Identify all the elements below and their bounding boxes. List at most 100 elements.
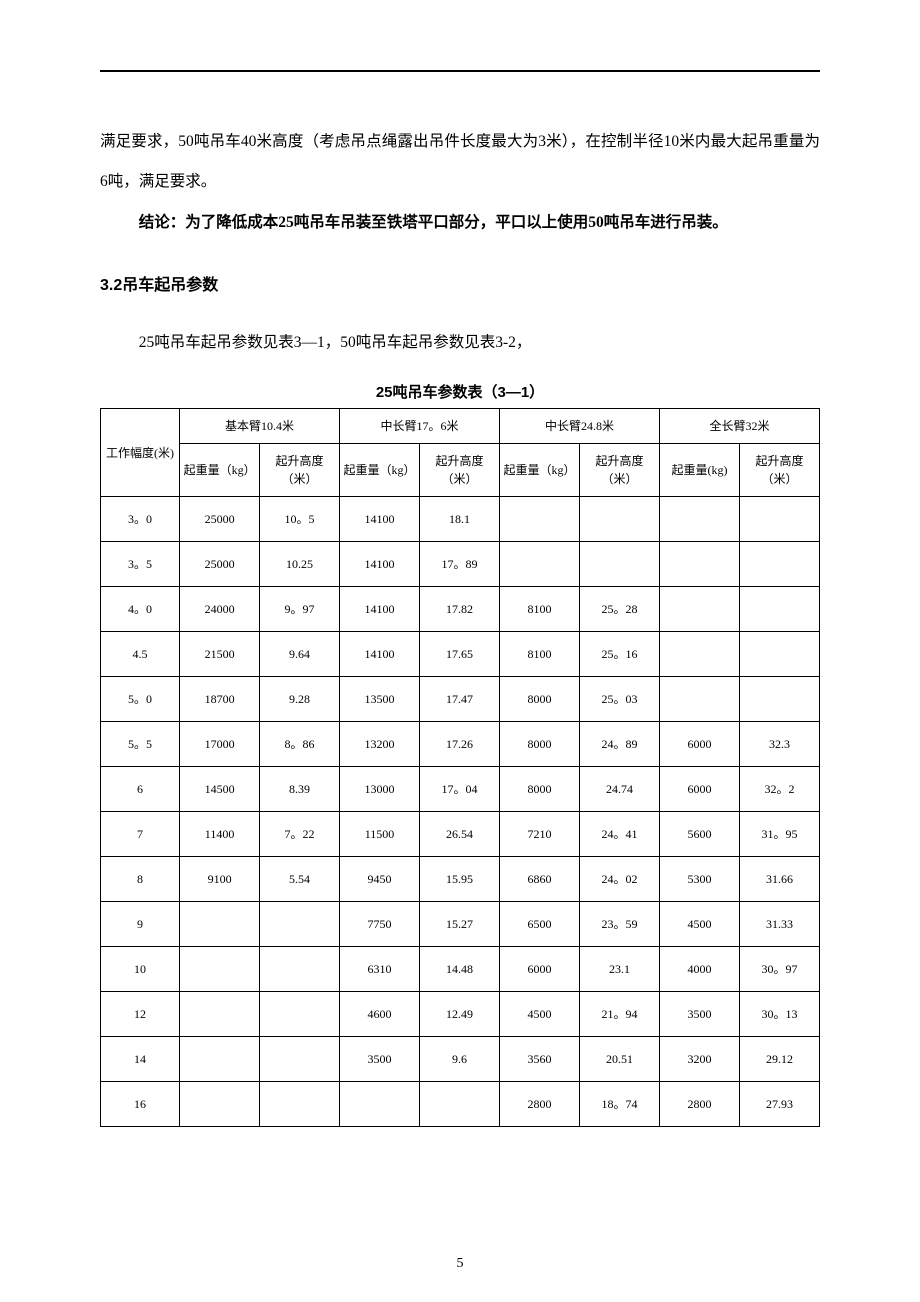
table-caption: 25吨吊车参数表（3—1） — [100, 381, 820, 402]
row-header: 工作幅度(米) — [101, 409, 180, 497]
cell: 31.33 — [739, 902, 819, 947]
cell — [580, 542, 660, 587]
cell: 7210 — [500, 812, 580, 857]
row-label: 5。0 — [101, 677, 180, 722]
table-header-row-1: 工作幅度(米) 基本臂10.4米 中长臂17。6米 中长臂24.8米 全长臂32… — [101, 409, 820, 444]
table-row: 5。0187009.281350017.47800025。03 — [101, 677, 820, 722]
cell: 3500 — [659, 992, 739, 1037]
cell — [500, 542, 580, 587]
cell: 8000 — [500, 767, 580, 812]
cell: 17。89 — [420, 542, 500, 587]
cell: 9100 — [180, 857, 260, 902]
cell — [180, 992, 260, 1037]
cell: 17。04 — [420, 767, 500, 812]
cell: 5.54 — [260, 857, 340, 902]
section-heading: 3.2吊车起吊参数 — [100, 271, 820, 295]
cell — [739, 632, 819, 677]
table-row: 3。52500010.251410017。89 — [101, 542, 820, 587]
row-label: 3。5 — [101, 542, 180, 587]
cell — [180, 1037, 260, 1082]
cell — [500, 497, 580, 542]
row-label: 8 — [101, 857, 180, 902]
table-row: 3。02500010。51410018.1 — [101, 497, 820, 542]
cell: 6000 — [659, 722, 739, 767]
cell — [739, 497, 819, 542]
row-label: 12 — [101, 992, 180, 1037]
cell: 9.6 — [420, 1037, 500, 1082]
row-label: 6 — [101, 767, 180, 812]
cell — [739, 542, 819, 587]
cell: 32.3 — [739, 722, 819, 767]
cell: 9。97 — [260, 587, 340, 632]
cell — [260, 947, 340, 992]
cell: 14100 — [340, 587, 420, 632]
cell: 23.1 — [580, 947, 660, 992]
table-row: 6145008.391300017。04800024.74600032。2 — [101, 767, 820, 812]
row-label: 14 — [101, 1037, 180, 1082]
row-label: 5。5 — [101, 722, 180, 767]
cell: 25000 — [180, 542, 260, 587]
cell: 17.65 — [420, 632, 500, 677]
cell: 6000 — [659, 767, 739, 812]
table-row: 891005.54945015.95686024。02530031.66 — [101, 857, 820, 902]
cell: 8000 — [500, 677, 580, 722]
sub-header: 起重量（kg） — [340, 444, 420, 497]
cell: 17000 — [180, 722, 260, 767]
cell — [739, 587, 819, 632]
cell — [580, 497, 660, 542]
cell: 3200 — [659, 1037, 739, 1082]
cell: 24。89 — [580, 722, 660, 767]
cell: 8000 — [500, 722, 580, 767]
sub-header: 起重量（kg） — [180, 444, 260, 497]
table-row: 12460012.49450021。94350030。13 — [101, 992, 820, 1037]
row-label: 16 — [101, 1082, 180, 1127]
sub-header: 起升高度（米） — [739, 444, 819, 497]
cell: 11500 — [340, 812, 420, 857]
cell: 4600 — [340, 992, 420, 1037]
cell — [260, 1037, 340, 1082]
cell: 14100 — [340, 632, 420, 677]
cell: 4000 — [659, 947, 739, 992]
cell: 25。03 — [580, 677, 660, 722]
cell: 9.64 — [260, 632, 340, 677]
cell: 32。2 — [739, 767, 819, 812]
cell: 26.54 — [420, 812, 500, 857]
cell: 24.74 — [580, 767, 660, 812]
cell: 14500 — [180, 767, 260, 812]
cell — [180, 1082, 260, 1127]
group-header: 基本臂10.4米 — [180, 409, 340, 444]
sub-header: 起升高度（米） — [420, 444, 500, 497]
cell: 5600 — [659, 812, 739, 857]
cell — [180, 947, 260, 992]
cell: 6000 — [500, 947, 580, 992]
row-label: 4。0 — [101, 587, 180, 632]
cell: 24000 — [180, 587, 260, 632]
cell: 25000 — [180, 497, 260, 542]
cell: 25。16 — [580, 632, 660, 677]
cell: 21500 — [180, 632, 260, 677]
cell — [260, 1082, 340, 1127]
cell: 6500 — [500, 902, 580, 947]
cell: 15.95 — [420, 857, 500, 902]
cell: 25。28 — [580, 587, 660, 632]
group-header: 全长臂32米 — [659, 409, 819, 444]
cell — [659, 677, 739, 722]
cell: 14100 — [340, 497, 420, 542]
top-rule — [100, 70, 820, 72]
cell: 12.49 — [420, 992, 500, 1037]
paragraph-conclusion: 结论：为了降低成本25吨吊车吊装至铁塔平口部分，平口以上使用50吨吊车进行吊装。 — [100, 203, 820, 243]
cell: 8100 — [500, 587, 580, 632]
table-row: 16280018。74280027.93 — [101, 1082, 820, 1127]
cell — [260, 902, 340, 947]
cell: 13200 — [340, 722, 420, 767]
cell: 14100 — [340, 542, 420, 587]
row-label: 7 — [101, 812, 180, 857]
cell: 24。02 — [580, 857, 660, 902]
table-header-row-2: 起重量（kg） 起升高度（米） 起重量（kg） 起升高度（米） 起重量（kg） … — [101, 444, 820, 497]
cell: 4500 — [659, 902, 739, 947]
cell — [260, 992, 340, 1037]
page-number: 5 — [0, 1256, 920, 1272]
cell: 27.93 — [739, 1082, 819, 1127]
cell: 6310 — [340, 947, 420, 992]
sub-header: 起升高度（米） — [580, 444, 660, 497]
